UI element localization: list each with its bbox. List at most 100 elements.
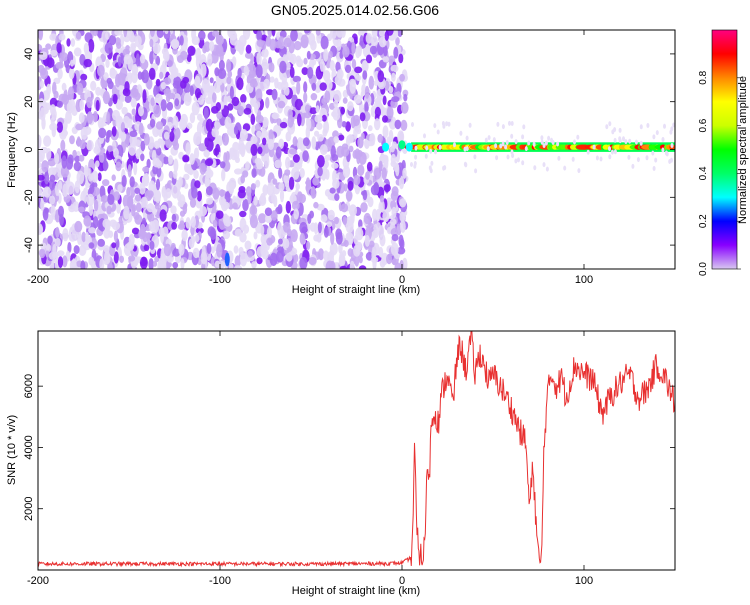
spectrogram-noise-cell bbox=[90, 80, 97, 91]
spectrogram-noise-cell bbox=[586, 149, 590, 155]
spectrogram-noise-cell bbox=[423, 133, 426, 139]
spectrogram-noise-cell bbox=[52, 252, 59, 259]
spectrogram-noise-cell bbox=[238, 35, 247, 48]
spectrogram-noise-cell bbox=[107, 145, 114, 152]
spectrogram-noise-cell bbox=[655, 130, 659, 136]
spectrogram-noise-cell bbox=[263, 155, 270, 169]
spectrogram-noise-cell bbox=[231, 96, 240, 107]
spectrogram-noise-cell bbox=[84, 167, 91, 176]
spectrogram-noise-cell bbox=[292, 75, 301, 83]
spectrogram-noise-cell bbox=[356, 153, 361, 165]
spectrogram-noise-cell bbox=[544, 140, 548, 146]
spectrogram-noise-cell bbox=[119, 255, 124, 263]
spectrogram-noise-cell bbox=[608, 154, 612, 160]
spectrogram-noise-cell bbox=[233, 265, 243, 269]
spectrogram-noise-cell bbox=[360, 202, 368, 213]
spectrogram-noise-cell bbox=[109, 219, 117, 228]
spectrogram-noise-cell bbox=[331, 162, 339, 169]
spectrogram-noise-cell bbox=[436, 129, 440, 135]
spectrogram-x-axis-label: Height of straight line (km) bbox=[292, 284, 420, 296]
spectrogram-noise-cell bbox=[78, 112, 85, 123]
spectrogram-noise-cell bbox=[113, 191, 120, 201]
spectrogram-noise-cell bbox=[112, 94, 118, 105]
spectrogram-x-tick-label: -100 bbox=[209, 274, 231, 286]
spectrogram-noise-cell bbox=[219, 161, 226, 169]
spectrogram-noise-cell bbox=[312, 176, 320, 186]
spectrogram-noise-cell bbox=[277, 81, 283, 90]
spectrogram-noise-cell bbox=[628, 138, 632, 144]
spectrogram-noise-cell bbox=[106, 77, 113, 84]
spectrogram-noise-cell bbox=[668, 159, 672, 164]
spectrogram-noise-cell bbox=[492, 137, 496, 143]
spectrogram-noise-cell bbox=[311, 136, 317, 150]
spectrogram-noise-cell bbox=[214, 67, 220, 77]
spectrogram-noise-cell bbox=[138, 105, 144, 117]
spectrogram-noise-cell bbox=[442, 165, 446, 171]
spectrogram-x-ticks: -200 -100 0 100 bbox=[27, 30, 593, 286]
spectrogram-noise-cell bbox=[106, 111, 111, 126]
spectrogram-noise-cell bbox=[102, 90, 110, 105]
spectrogram-noise-cell bbox=[390, 190, 399, 201]
spectrogram-noise-cell bbox=[269, 252, 278, 266]
spectrogram-noise-cell bbox=[194, 88, 202, 99]
spectrogram-noise-cell bbox=[326, 221, 333, 228]
spectrogram-noise-cell bbox=[294, 98, 303, 111]
spectrogram-noise-cell bbox=[196, 121, 203, 136]
spectrogram-noise-cell bbox=[267, 138, 275, 151]
spectrogram-noise-cell bbox=[386, 106, 394, 120]
spectrogram-noise-cell bbox=[353, 174, 361, 186]
spectrogram-noise-cell bbox=[287, 109, 293, 119]
spectrogram-noise-cell bbox=[223, 216, 228, 224]
spectrogram-noise-cell bbox=[207, 226, 216, 237]
spectrogram-noise-cell bbox=[313, 222, 318, 235]
spectrogram-noise-cell bbox=[339, 265, 348, 269]
spectrogram-noise-cell bbox=[459, 130, 463, 136]
colorbar-tick-label: 0.6 bbox=[698, 118, 709, 132]
spectrogram-noise-cell bbox=[237, 105, 245, 116]
spectrogram-noise-cell bbox=[330, 232, 335, 245]
spectrogram-noise-cell bbox=[347, 180, 354, 191]
spectrogram-noise-cell bbox=[105, 58, 110, 68]
spectrogram-noise-cell bbox=[215, 210, 224, 219]
spectrogram-noise-cell bbox=[378, 36, 387, 48]
spectrogram-noise-cell bbox=[250, 113, 256, 126]
spectrogram-noise-cell bbox=[107, 194, 115, 205]
spectrogram-noise-cell bbox=[221, 198, 227, 206]
spectrogram-noise-cell bbox=[278, 167, 283, 179]
spectrogram-noise-cell bbox=[320, 214, 328, 223]
spectrogram-noise-cell bbox=[321, 97, 328, 105]
spectrogram-noise-cell bbox=[296, 80, 301, 95]
spectrogram-x-tick-label: -200 bbox=[27, 274, 49, 286]
spectrogram-noise-cell bbox=[160, 99, 167, 112]
spectrogram-noise-cell bbox=[72, 149, 77, 158]
spectrogram-noise-cell bbox=[200, 251, 208, 265]
spectrogram-noise-cell bbox=[155, 93, 163, 104]
spectrogram-noise-cell bbox=[319, 58, 325, 72]
spectrogram-noise-cell bbox=[390, 242, 399, 256]
spectrogram-noise-cell bbox=[203, 149, 210, 158]
snr-y-tick-label: 6000 bbox=[23, 374, 35, 398]
spectrogram-noise-cell bbox=[337, 78, 346, 87]
spectrogram-noise-cell bbox=[244, 240, 252, 250]
spectrogram-noise-cell bbox=[156, 146, 162, 156]
spectrogram-noise-cell bbox=[198, 30, 206, 41]
spectrogram-noise-cell bbox=[51, 108, 57, 121]
spectrogram-noise-cell bbox=[358, 265, 367, 269]
spectrogram-noise-cell bbox=[60, 139, 66, 152]
spectrogram-noise-cell bbox=[400, 220, 406, 233]
spectrogram-noise-cell bbox=[250, 183, 257, 190]
spectrogram-noise-cell bbox=[274, 159, 282, 169]
spectrogram-noise-cell bbox=[153, 140, 161, 149]
spectrogram-noise-cell bbox=[370, 35, 378, 47]
snr-y-tick-label: 2000 bbox=[23, 496, 35, 520]
spectrogram-noise-cell bbox=[652, 134, 656, 140]
spectrogram-noise-cell bbox=[352, 114, 361, 127]
spectrogram-noise-cell bbox=[310, 186, 316, 199]
spectrogram-noise-cell bbox=[282, 54, 288, 62]
spectrogram-noise-cell bbox=[511, 153, 515, 159]
spectrogram-noise-cell bbox=[143, 133, 150, 146]
spectrogram-noise-cell bbox=[365, 33, 373, 44]
spectrogram-noise-cell bbox=[106, 130, 111, 140]
spectrogram-noise-cell bbox=[212, 219, 218, 228]
spectrogram-noise-cell bbox=[360, 132, 365, 141]
